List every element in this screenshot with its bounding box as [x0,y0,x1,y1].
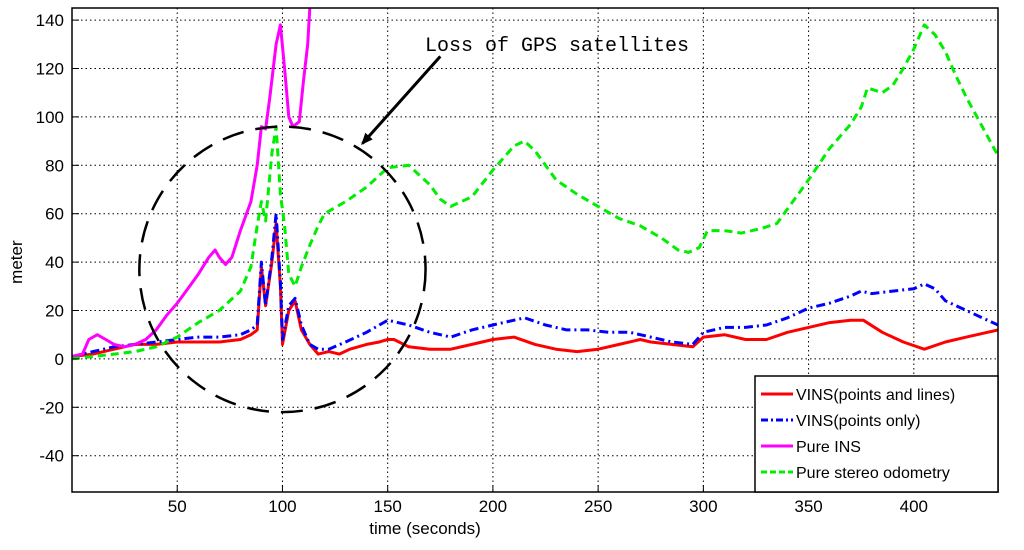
y-tick-label: 20 [45,302,64,321]
y-tick-label: 140 [36,11,64,30]
x-axis-label: time (seconds) [369,519,480,538]
x-tick-label: 200 [479,497,507,516]
y-axis-label: meter [7,240,26,284]
y-tick-label: -20 [39,398,64,417]
loss-region-circle [138,125,427,414]
y-tick-label: 100 [36,108,64,127]
x-tick-label: 350 [794,497,822,516]
x-tick-label: 300 [689,497,717,516]
y-axis: -40 -20 0 20 40 60 80 100 120 140 [36,11,79,466]
legend-box [754,375,999,493]
legend-entry-0: VINS(points and lines) [796,387,955,404]
x-tick-label: 250 [584,497,612,516]
legend-entry-2: Pure INS [796,439,861,456]
annotation: Loss of GPS satellites [138,35,689,414]
annotation-arrow [361,55,442,146]
plot-frame [71,7,999,493]
x-tick-label: 400 [900,497,928,516]
x-tick-label: 100 [268,497,296,516]
y-tick-label: 40 [45,253,64,272]
y-tick-label: -40 [39,447,64,466]
y-tick-label: 0 [55,350,64,369]
annotation-text: Loss of GPS satellites [425,35,689,58]
series-line-0 [72,221,998,358]
y-tick-label: 120 [36,60,64,79]
series-layer [72,8,998,361]
series-line-3 [72,23,998,361]
x-tick-label: 150 [373,497,401,516]
series-line-2 [72,8,312,358]
legend-entry-3: Pure stereo odometry [796,465,950,482]
x-tick-label: 50 [168,497,187,516]
legend-entry-1: VINS(points only) [796,413,921,430]
series-line-1 [72,212,998,358]
y-tick-label: 80 [45,156,64,175]
y-tick-label: 60 [45,205,64,224]
legend: VINS(points and lines) VINS(points only) P… [754,375,999,493]
